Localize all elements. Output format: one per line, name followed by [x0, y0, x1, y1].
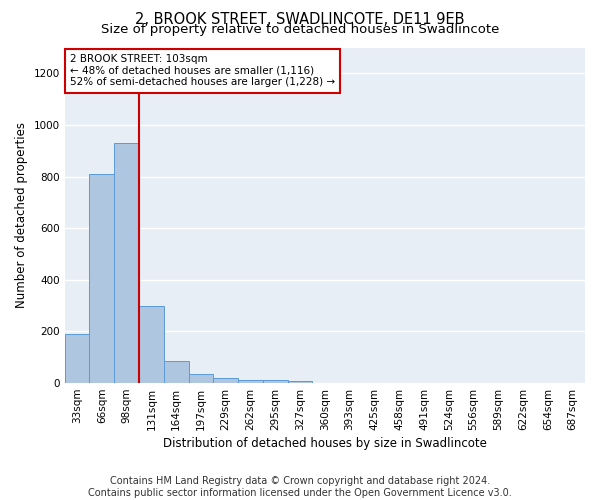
Text: Size of property relative to detached houses in Swadlincote: Size of property relative to detached ho…	[101, 22, 499, 36]
Text: 2, BROOK STREET, SWADLINCOTE, DE11 9EB: 2, BROOK STREET, SWADLINCOTE, DE11 9EB	[135, 12, 465, 28]
X-axis label: Distribution of detached houses by size in Swadlincote: Distribution of detached houses by size …	[163, 437, 487, 450]
Text: 2 BROOK STREET: 103sqm
← 48% of detached houses are smaller (1,116)
52% of semi-: 2 BROOK STREET: 103sqm ← 48% of detached…	[70, 54, 335, 88]
Bar	[164, 361, 188, 383]
Bar	[287, 381, 313, 383]
Text: Contains HM Land Registry data © Crown copyright and database right 2024.
Contai: Contains HM Land Registry data © Crown c…	[88, 476, 512, 498]
Bar	[65, 334, 89, 383]
Bar	[114, 143, 139, 383]
Bar	[214, 378, 238, 383]
Bar	[89, 174, 114, 383]
Bar	[263, 380, 287, 383]
Y-axis label: Number of detached properties: Number of detached properties	[15, 122, 28, 308]
Bar	[188, 374, 214, 383]
Bar	[139, 306, 164, 383]
Bar	[238, 380, 263, 383]
